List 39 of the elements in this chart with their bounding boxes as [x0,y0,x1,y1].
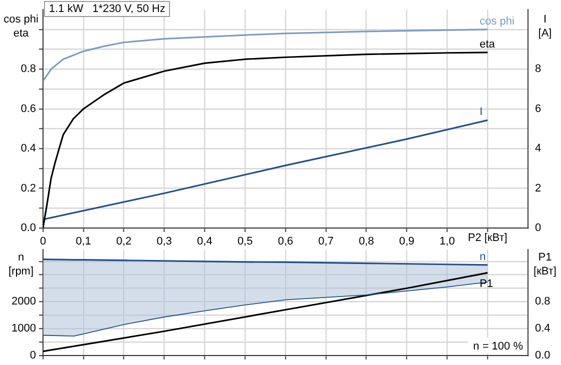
y-tick-label: 0.0 [20,222,36,234]
x-tick-label: 0,6 [278,236,294,248]
y-tick-label: 1000 [12,322,36,335]
y2-tick-label: 0.0 [535,349,550,362]
y-tick-label: 0.4 [20,142,36,155]
y-axis-title: n [rpm] [8,252,34,278]
x-tick-label: 0,7 [318,236,334,248]
x-tick-label: 0,1 [76,236,92,248]
y-tick-label: 2000 [12,296,36,308]
x-tick-label: 0,4 [197,236,212,248]
y2-tick-label: 8 [535,63,542,76]
y2-axis-title: I [A] [538,14,552,40]
y-tick-label: 0.8 [20,63,36,76]
x-tick-label: 0,5 [237,236,253,248]
x-tick-label: 0,3 [156,236,172,248]
chart-title: 1.1 kW 1*230 V, 50 Hz [44,1,170,17]
series-label: n [480,250,486,263]
series-label: cos phi [480,15,514,28]
y-tick-label: 0 [30,349,36,362]
y2-tick-label: 0 [535,222,542,234]
y2-tick-label: 0.8 [535,296,550,308]
y2-tick-label: 0.4 [535,322,550,335]
y2-tick-label: 6 [535,102,542,115]
x-tick-label: 0,9 [399,236,414,248]
y-tick-label: 0.6 [20,102,36,115]
x-tick-label: 0,8 [358,236,374,248]
series-label: eta [480,38,496,51]
y2-tick-label: 2 [535,182,542,194]
x-tick-label: 1,0 [440,236,455,248]
y2-axis-title: P1 [кВт] [534,252,556,278]
y-axis-title: cos phi eta [4,14,38,40]
series-label: I [480,106,483,118]
x-tick-label: 0 [40,236,46,248]
y-tick-label: 0.2 [20,182,36,194]
x-tick-label: 0,2 [116,236,132,248]
annotation: n = 100 % [473,340,524,352]
x-axis-title: P2 [кВт] [468,232,508,244]
y2-tick-label: 4 [535,142,542,155]
series-label: P1 [480,278,494,290]
